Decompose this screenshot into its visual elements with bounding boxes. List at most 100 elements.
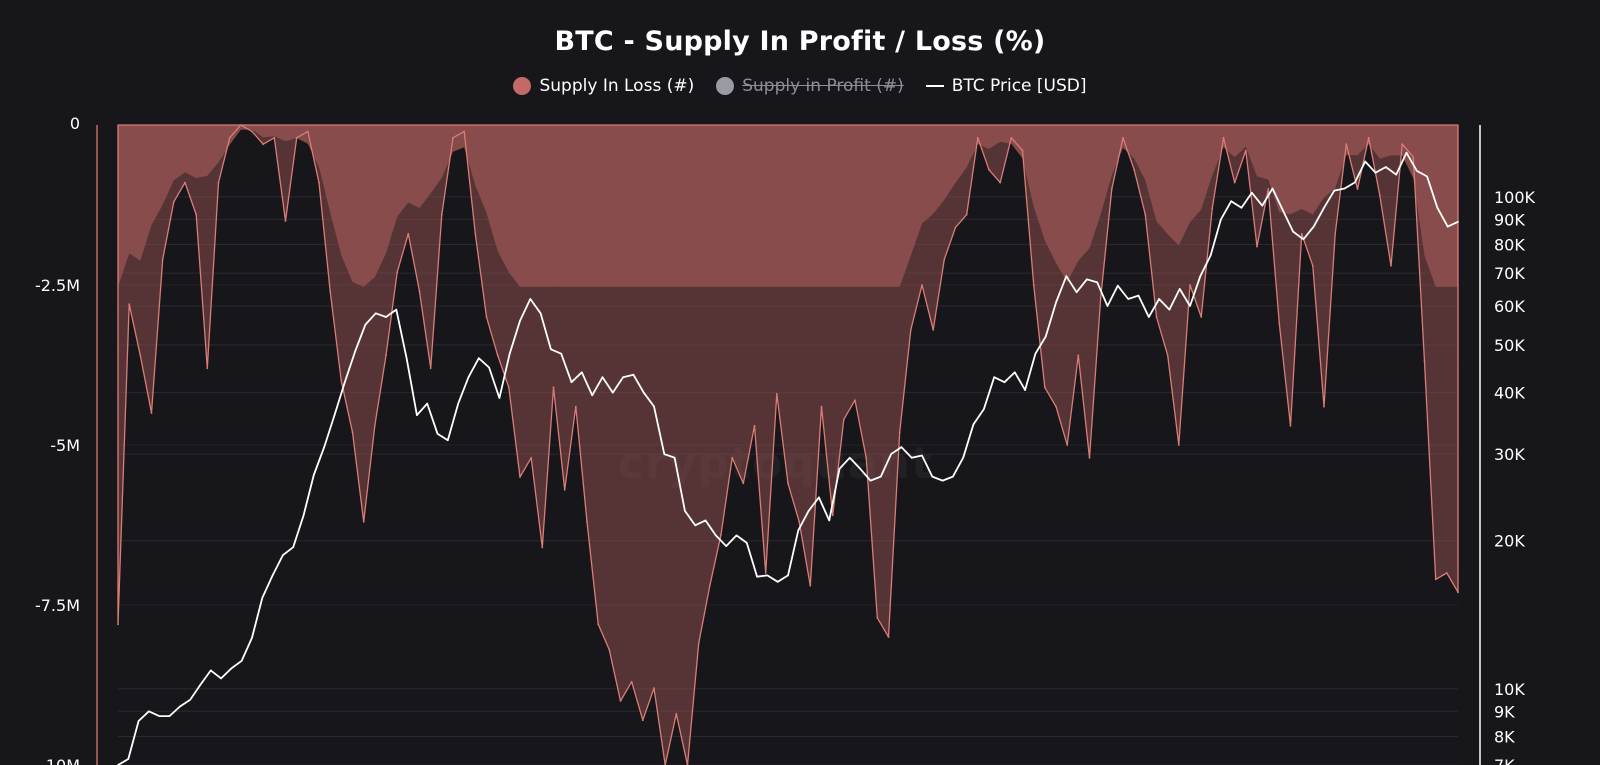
btc-price-point — [1343, 187, 1346, 190]
supply-in-loss-point — [1434, 578, 1437, 581]
legend-supply-in-profit-dot-icon — [716, 77, 735, 95]
supply-in-loss-point — [1010, 136, 1013, 139]
btc-price-point — [1065, 275, 1068, 278]
btc-price-point — [1405, 151, 1408, 154]
left-tick-label: -5M — [50, 436, 80, 455]
legend-item-supply-in-profit[interactable]: Supply in Profit (#) — [716, 76, 904, 96]
btc-price-point — [1385, 166, 1387, 168]
supply-in-loss-point — [1088, 456, 1091, 459]
right-tick-label: 10K — [1494, 680, 1525, 699]
supply-in-loss-point — [898, 431, 901, 434]
supply-in-loss-point — [1267, 188, 1270, 190]
supply-in-loss-point — [820, 405, 823, 408]
left-tick-label: -7.5M — [35, 596, 80, 615]
btc-price-point — [1178, 288, 1181, 290]
btc-price-point — [148, 710, 150, 713]
btc-price-point — [374, 312, 377, 315]
legend-supply-in-profit-label: Supply in Profit (#) — [742, 76, 904, 96]
btc-price-point — [1106, 305, 1109, 307]
btc-price-point — [612, 391, 614, 394]
btc-price-point — [921, 454, 923, 457]
btc-price-point — [941, 479, 944, 482]
supply-in-loss-point — [117, 623, 119, 626]
chart-title: BTC - Supply In Profit / Loss (%) — [554, 26, 1046, 57]
btc-price-point — [931, 475, 934, 478]
supply-in-loss-point — [619, 700, 622, 702]
supply-in-loss-point — [608, 648, 611, 651]
supply-in-loss-point — [1300, 232, 1303, 235]
btc-price-point — [1261, 204, 1263, 207]
supply-in-loss-point — [1222, 136, 1225, 139]
btc-price-point — [405, 357, 408, 360]
supply-in-loss-point — [128, 303, 131, 306]
btc-price-point — [890, 453, 892, 455]
supply-in-loss-point — [586, 520, 588, 523]
supply-in-loss-point — [396, 271, 399, 274]
supply-in-loss-point — [206, 367, 209, 370]
supply-in-loss-point — [1155, 316, 1158, 318]
btc-price-point — [1209, 254, 1212, 257]
btc-price-point — [313, 474, 315, 476]
supply-in-loss-point — [1043, 386, 1046, 389]
btc-price-point — [591, 394, 593, 397]
supply-in-loss-point — [452, 136, 454, 139]
btc-price-point — [993, 376, 995, 379]
btc-price-point — [1395, 173, 1397, 176]
btc-price-point — [1086, 278, 1088, 281]
btc-price-point — [1024, 389, 1026, 391]
btc-price-point — [1240, 207, 1243, 209]
btc-price-point — [1426, 175, 1428, 178]
btc-price-point — [240, 660, 243, 662]
supply-in-loss-point — [909, 328, 912, 331]
legend-item-supply-in-loss[interactable]: Supply In Loss (#) — [513, 76, 694, 96]
supply-in-loss-point — [1334, 232, 1337, 235]
btc-price-point — [498, 397, 501, 399]
legend-item-btc-price[interactable]: BTC Price [USD] — [925, 76, 1087, 96]
btc-price-point — [292, 546, 295, 548]
supply-in-loss-point — [407, 232, 410, 235]
supply-in-loss-point — [1211, 207, 1214, 210]
btc-price-point — [1436, 207, 1439, 209]
btc-price-point — [1302, 238, 1305, 241]
supply-in-loss-point — [753, 424, 756, 427]
btc-price-point — [910, 456, 913, 459]
supply-in-loss-point — [1390, 264, 1392, 267]
btc-price-point — [1034, 352, 1037, 355]
btc-price-point — [715, 534, 717, 537]
btc-price-point — [354, 350, 356, 353]
btc-price-point — [1117, 284, 1119, 287]
supply-in-loss-point — [854, 399, 856, 402]
supply-in-loss-point — [641, 719, 644, 722]
right-tick-label: 50K — [1494, 336, 1525, 355]
btc-price-point — [168, 715, 171, 717]
right-tick-label: 100K — [1494, 188, 1536, 207]
btc-price-point — [488, 366, 490, 369]
btc-price-point — [385, 316, 387, 318]
btc-price-point — [1158, 298, 1160, 300]
btc-price-point — [766, 574, 769, 577]
btc-price-point — [519, 320, 521, 322]
btc-price-point — [1189, 305, 1191, 307]
supply-in-loss-point — [764, 572, 767, 574]
supply-in-loss-point — [418, 290, 421, 293]
supply-in-loss-point — [921, 284, 923, 286]
supply-in-loss-point — [831, 514, 834, 517]
supply-in-loss-point — [787, 482, 789, 485]
supply-in-loss-point — [720, 533, 722, 536]
supply-in-loss-point — [284, 220, 287, 222]
btc-price-point — [776, 581, 779, 583]
left-tick-label: -10M — [40, 756, 80, 765]
supply-in-loss-point — [865, 456, 868, 459]
supply-in-loss-point — [362, 520, 365, 523]
btc-price-point — [333, 414, 336, 416]
legend-supply-in-loss-dot-icon — [513, 77, 532, 95]
supply-in-loss-point — [1189, 284, 1191, 286]
btc-price-point — [251, 636, 253, 639]
supply-in-loss-point — [1289, 424, 1292, 427]
btc-price-point — [457, 402, 460, 405]
right-tick-label: 7K — [1494, 756, 1515, 765]
btc-price-point — [550, 348, 552, 351]
supply-in-loss-point — [385, 354, 387, 357]
btc-price-point — [210, 669, 212, 672]
btc-price-point — [838, 468, 841, 470]
